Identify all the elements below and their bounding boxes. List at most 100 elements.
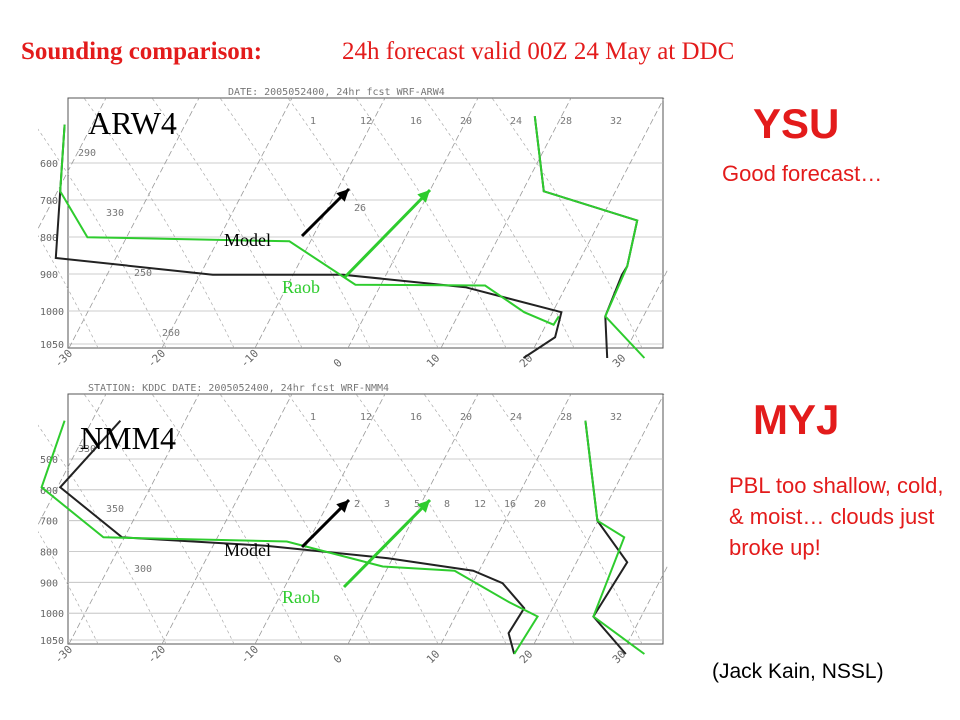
isotherm-label: 3: [384, 499, 390, 510]
raob-annotation-top: Raob: [282, 277, 320, 297]
isotherm-line: [626, 564, 668, 645]
isotherm-line: [38, 97, 107, 230]
mixing-ratio-label: 24: [510, 116, 522, 127]
temperature-tick-label: 30: [610, 352, 629, 371]
isotherm-line: [161, 97, 293, 349]
panel-header: STATION: KDDC DATE: 2005052400, 24hr fcs…: [88, 383, 389, 394]
isotherm-line: [626, 268, 668, 349]
panel-label-nmm4: NMM4: [80, 420, 177, 456]
adiabat-line: [355, 97, 507, 349]
raob-arrow-head: [417, 190, 430, 203]
temperature-tick-label: -20: [145, 347, 168, 370]
adiabat-line: [38, 234, 99, 349]
pressure-tick-label: 800: [40, 233, 58, 244]
pressure-tick-label: 600: [40, 486, 58, 497]
temperature-tick-label: 0: [331, 652, 345, 666]
note-myj: PBL too shallow, cold, & moist… clouds j…: [729, 473, 944, 560]
scheme-myj: MYJ: [753, 396, 840, 443]
isotherm-line: [254, 393, 386, 645]
isentrope-label: 330: [78, 444, 96, 455]
raob-dewpoint-line: [533, 116, 646, 359]
adiabat-line: [38, 128, 167, 349]
temperature-tick-label: 10: [424, 648, 443, 667]
scheme-ysu: YSU: [753, 100, 840, 147]
panel-header: DATE: 2005052400, 24hr fcst WRF-ARW4: [228, 87, 445, 98]
mixing-ratio-label: 16: [410, 116, 422, 127]
raob-annotation-bottom: Raob: [282, 587, 320, 607]
mixing-ratio-label: 28: [560, 116, 572, 127]
title-rest: 24h forecast valid 00Z 24 May at DDC: [342, 38, 735, 65]
adiabat-line: [38, 530, 99, 645]
temperature-tick-label: 30: [610, 648, 629, 667]
raob-arrow: [342, 498, 432, 589]
model-arrow-head: [336, 500, 349, 513]
isentrope-label: 250: [134, 268, 152, 279]
isotherm-line: [440, 97, 572, 349]
isotherm-label: 26: [354, 203, 366, 214]
isotherm-line: [38, 393, 107, 526]
isotherm-line: [254, 97, 386, 349]
model-dewpoint-line: [584, 420, 629, 655]
adiabat-line: [423, 393, 575, 645]
pressure-tick-label: 1000: [40, 307, 64, 318]
plot-frame: [67, 97, 664, 349]
mixing-ratio-label: 24: [510, 412, 522, 423]
temperature-tick-label: 0: [331, 356, 345, 370]
plot-frame: [67, 393, 664, 645]
isentrope-label: 330: [106, 208, 124, 219]
credit: (Jack Kain, NSSL): [712, 660, 884, 683]
pressure-tick-label: 700: [40, 196, 58, 207]
isotherm-line: [533, 393, 665, 645]
isentrope-label: 260: [162, 328, 180, 339]
skewt-panel-nmm4: STATION: KDDC DATE: 2005052400, 24hr fcs…: [38, 383, 668, 667]
mixing-ratio-label: 12: [360, 116, 372, 127]
isotherm-line: [440, 393, 572, 645]
pressure-tick-label: 900: [40, 270, 58, 281]
pressure-tick-label: 700: [40, 517, 58, 528]
isotherm-line: [161, 393, 293, 645]
model-temperature-line: [54, 124, 563, 359]
isentrope-label: 300: [134, 564, 152, 575]
adiabat-line: [83, 393, 235, 645]
isotherm-label: 5: [414, 499, 420, 510]
mixing-ratio-label: 20: [460, 412, 472, 423]
mixing-ratio-label: 20: [460, 116, 472, 127]
adiabat-line: [355, 393, 507, 645]
isentrope-label: 290: [78, 148, 96, 159]
model-arrow-head: [336, 189, 349, 202]
pressure-tick-label: 1000: [40, 609, 64, 620]
mixing-ratio-label: 28: [560, 412, 572, 423]
isotherm-label: 2: [354, 499, 360, 510]
panel-label-arw4: ARW4: [88, 105, 177, 141]
adiabat-line: [151, 97, 303, 349]
temperature-tick-label: -10: [238, 643, 261, 666]
isotherm-line: [68, 97, 200, 349]
pressure-tick-label: 1050: [40, 636, 64, 647]
mixing-ratio-label: 32: [610, 412, 622, 423]
pressure-tick-label: 800: [40, 548, 58, 559]
isotherm-label: 16: [504, 499, 516, 510]
adiabat-line: [219, 97, 371, 349]
adiabat-line: [83, 97, 235, 349]
title-bold: Sounding comparison:: [21, 38, 263, 65]
adiabat-line: [491, 393, 643, 645]
isotherm-line: [68, 393, 200, 645]
raob-arrow-head: [417, 500, 430, 513]
temperature-tick-label: 20: [517, 648, 536, 667]
raob-dewpoint-line: [584, 420, 645, 655]
pressure-tick-label: 600: [40, 159, 58, 170]
temperature-tick-label: -20: [145, 643, 168, 666]
model-annotation-top: Model: [224, 230, 271, 250]
adiabat-line: [491, 97, 643, 349]
adiabat-line: [423, 97, 575, 349]
raob-temperature-line: [40, 420, 540, 655]
model-temperature-line: [58, 420, 526, 655]
isotherm-label: 12: [474, 499, 486, 510]
adiabat-line: [38, 424, 167, 645]
mixing-ratio-label: 12: [360, 412, 372, 423]
raob-temperature-line: [59, 124, 560, 326]
isentrope-label: 350: [106, 504, 124, 515]
mixing-ratio-label: 32: [610, 116, 622, 127]
adiabat-line: [151, 393, 303, 645]
temperature-tick-label: 20: [517, 352, 536, 371]
